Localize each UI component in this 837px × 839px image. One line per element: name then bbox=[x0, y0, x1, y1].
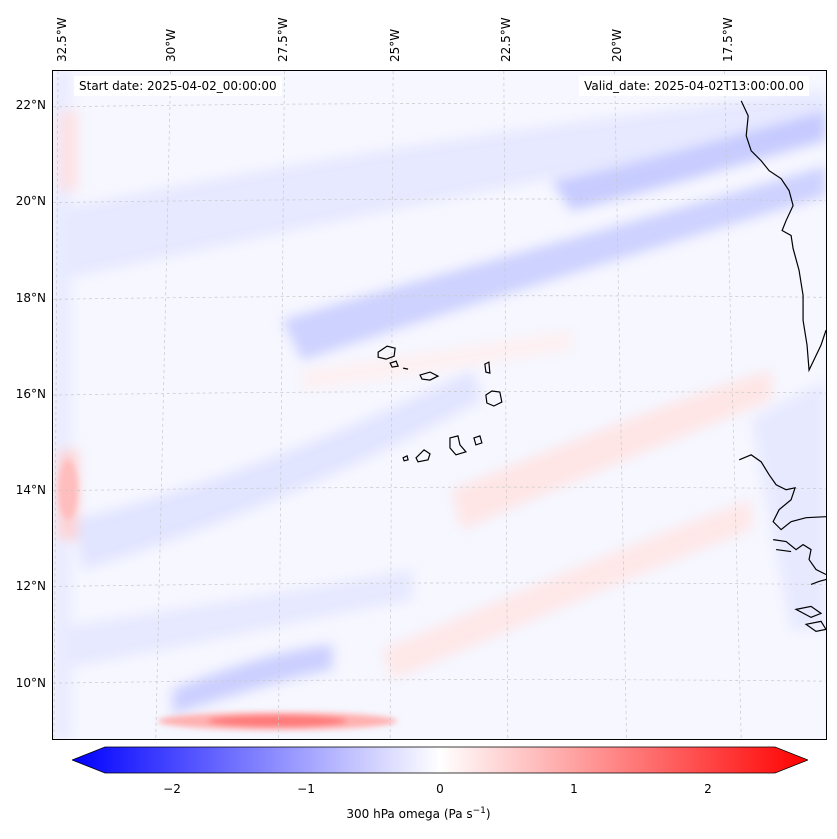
lat-label-22n: 22°N bbox=[15, 98, 46, 112]
lat-label-16n: 16°N bbox=[15, 387, 46, 401]
lon-label-27-5w: 27.5°W bbox=[276, 17, 290, 62]
colorbar-tick-2: 2 bbox=[704, 782, 712, 796]
lat-label-10n: 10°N bbox=[15, 676, 46, 690]
coastline bbox=[738, 100, 826, 632]
colorbar-gradient bbox=[72, 746, 808, 774]
lat-label-14n: 14°N bbox=[15, 483, 46, 497]
lon-label-25w: 25°W bbox=[388, 28, 402, 62]
colorbar-tick-neg2: −2 bbox=[163, 782, 181, 796]
lon-label-30w: 30°W bbox=[164, 28, 178, 62]
map-area[interactable] bbox=[52, 70, 827, 740]
cape-verde-islands bbox=[377, 345, 503, 463]
omega-field bbox=[53, 71, 826, 739]
colorbar-tick-0: 0 bbox=[436, 782, 444, 796]
start-date: Start date: 2025-04-02_00:00:00 bbox=[74, 76, 282, 96]
colorbar-tick-1: 1 bbox=[570, 782, 578, 796]
valid-date: Valid_date: 2025-04-02T13:00:00.00 bbox=[579, 76, 809, 96]
colorbar-tick-neg1: −1 bbox=[297, 782, 315, 796]
lon-label-32-5w: 32.5°W bbox=[55, 17, 69, 62]
omega-strong-descent bbox=[57, 459, 398, 731]
lat-label-18n: 18°N bbox=[15, 291, 46, 305]
colorbar-units: (Pa s−1) bbox=[443, 806, 491, 821]
colorbar-variable: 300 hPa omega bbox=[346, 807, 440, 821]
lat-label-20n: 20°N bbox=[15, 194, 46, 208]
lon-label-20w: 20°W bbox=[610, 28, 624, 62]
colorbar bbox=[72, 746, 808, 774]
lat-label-12n: 12°N bbox=[15, 579, 46, 593]
graticule bbox=[53, 71, 826, 739]
omega-contours bbox=[53, 71, 826, 739]
lon-label-17-5w: 17.5°W bbox=[721, 17, 735, 62]
lon-label-22-5w: 22.5°W bbox=[499, 17, 513, 62]
colorbar-label: 300 hPa omega (Pa s−1) bbox=[0, 806, 837, 821]
